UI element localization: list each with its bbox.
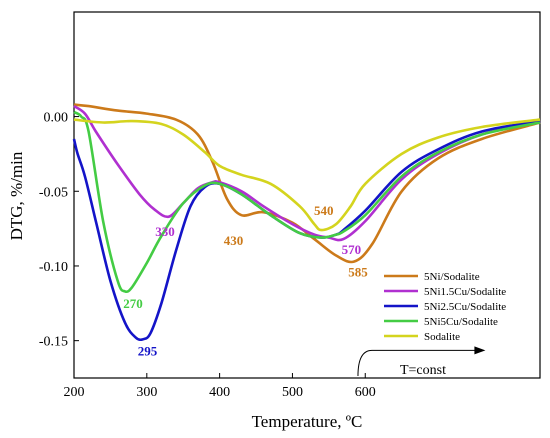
peak-label-270: 270 [123,296,143,311]
x-tick-label: 300 [136,385,157,400]
t-const-label: T=const [400,363,446,378]
plot-frame [73,11,541,379]
x-tick-label: 400 [209,385,230,400]
legend: 5Ni/Sodalite 5Ni1.5Cu/Sodalite 5Ni2.5Cu/So… [384,271,506,343]
legend-label-sodalite: Sodalite [424,331,460,343]
legend-label-5ni2-5cu-sodalite: 5Ni2.5Cu/Sodalite [424,301,506,313]
legend-label-5ni1-5cu-sodalite: 5Ni1.5Cu/Sodalite [424,286,506,298]
series-line-5ni2-5cu-sodalite [72,119,541,342]
y-tick-label: -0.15 [39,335,68,350]
y-tick-label: 0.00 [44,111,69,126]
series-line-5ni5cu-sodalite [73,110,541,294]
x-tick-label: 200 [64,385,85,400]
series-layer [72,103,541,342]
y-tick-label: -0.10 [39,260,68,275]
series-line-5ni-sodalite [73,103,541,264]
peak-label-330: 330 [155,224,175,239]
peak-label-540: 540 [314,203,334,218]
y-axis-ticks: 0.00 -0.05 -0.10 -0.15 [39,111,79,350]
legend-label-5ni5cu-sodalite: 5Ni5Cu/Sodalite [424,316,498,328]
x-axis-title: Temperature, ºC [252,412,363,431]
peak-label-585: 585 [348,264,368,279]
legend-label-5ni-sodalite: 5Ni/Sodalite [424,271,480,283]
peak-annotations: 330 430 540 570 585 270 295 [123,203,368,358]
t-const-note: T=const [357,346,486,378]
peak-label-570: 570 [342,242,362,257]
peak-label-430: 430 [224,233,244,248]
x-tick-label: 500 [282,385,303,400]
y-tick-label: -0.05 [39,185,68,200]
series-line-5ni1-5cu-sodalite [73,105,541,242]
x-tick-label: 600 [355,385,376,400]
t-const-arrow [357,349,478,377]
y-axis-title: DTG, %/min [7,151,26,240]
series-line-sodalite [73,118,541,232]
x-axis-ticks: 200 300 400 500 600 [64,373,376,400]
t-const-arrowhead [474,346,486,355]
peak-label-295: 295 [138,344,158,359]
